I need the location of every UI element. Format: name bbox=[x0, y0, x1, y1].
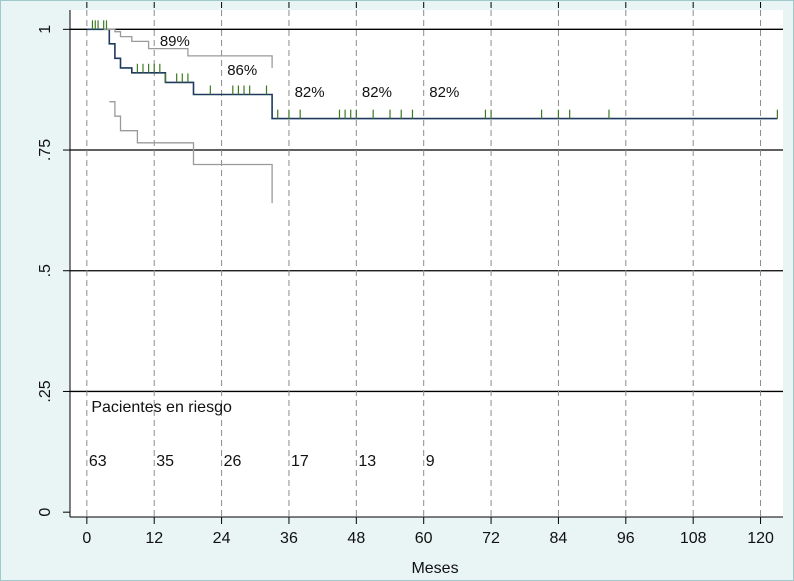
risk-count: 63 bbox=[89, 453, 107, 470]
x-tick-label: 72 bbox=[482, 530, 500, 547]
x-tick-label: 84 bbox=[550, 530, 568, 547]
risk-table-title: Pacientes en riesgo bbox=[91, 399, 232, 416]
x-tick-label: 96 bbox=[617, 530, 635, 547]
x-tick-label: 60 bbox=[415, 530, 433, 547]
x-tick-label: 24 bbox=[213, 530, 231, 547]
y-tick-label: 1 bbox=[37, 25, 54, 34]
x-tick-label: 36 bbox=[280, 530, 298, 547]
survival-annotation: 82% bbox=[295, 84, 325, 101]
plot-area bbox=[70, 10, 783, 517]
y-tick-label: 0 bbox=[37, 508, 54, 517]
risk-count: 35 bbox=[156, 453, 174, 470]
x-tick-label: 120 bbox=[747, 530, 774, 547]
x-tick-label: 48 bbox=[347, 530, 365, 547]
survival-annotation: 82% bbox=[362, 84, 392, 101]
y-tick-label: .5 bbox=[37, 264, 54, 277]
risk-count: 13 bbox=[358, 453, 376, 470]
ci-lower-curve bbox=[109, 101, 273, 204]
risk-count: 17 bbox=[291, 453, 309, 470]
ci-upper-curve bbox=[103, 28, 273, 68]
risk-count: 9 bbox=[426, 453, 435, 470]
survival-annotation: 89% bbox=[160, 33, 190, 50]
y-tick-label: .75 bbox=[37, 139, 54, 161]
y-tick-label: .25 bbox=[37, 380, 54, 402]
x-axis-label: Meses bbox=[411, 560, 458, 577]
risk-count: 26 bbox=[224, 453, 242, 470]
survival-annotation: 86% bbox=[227, 62, 257, 79]
x-tick-label: 108 bbox=[680, 530, 707, 547]
x-tick-label: 12 bbox=[145, 530, 163, 547]
survival-annotation: 82% bbox=[429, 84, 459, 101]
x-tick-label: 0 bbox=[82, 530, 91, 547]
